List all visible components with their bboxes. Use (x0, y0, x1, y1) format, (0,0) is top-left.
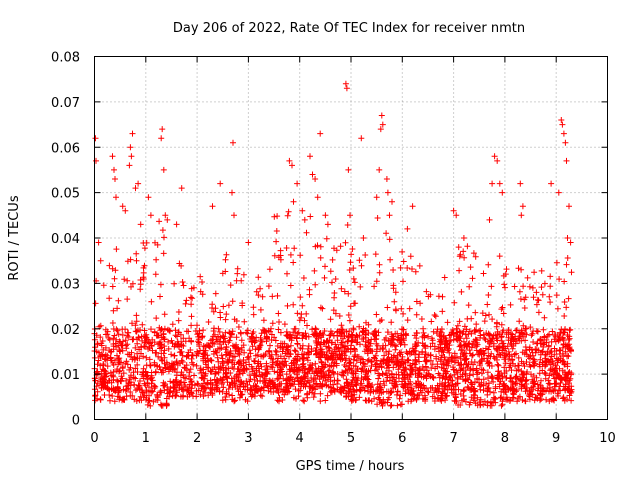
y-tick-label: 0.02 (51, 323, 80, 338)
axis-ticks (94, 56, 608, 420)
x-tick-label: 0 (90, 431, 98, 446)
plus-markers (91, 80, 575, 409)
y-tick-label: 0.07 (51, 96, 80, 111)
y-tick-label: 0.01 (51, 368, 80, 383)
x-tick-label: 7 (449, 431, 457, 446)
x-tick-label: 10 (599, 431, 616, 446)
chart-title: Day 206 of 2022, Rate Of TEC Index for r… (173, 21, 525, 36)
x-tick-labels: 0 1 2 3 4 5 6 7 8 9 10 (90, 431, 615, 446)
x-tick-label: 4 (296, 431, 304, 446)
y-tick-label: 0.05 (51, 187, 80, 202)
data-points (91, 80, 575, 409)
y-tick-labels: 0 0.01 0.02 0.03 0.04 0.05 0.06 0.07 0.08 (51, 51, 80, 429)
x-tick-label: 3 (244, 431, 252, 446)
y-tick-label: 0.04 (51, 232, 80, 247)
y-tick-label: 0.06 (51, 141, 80, 156)
x-tick-label: 1 (142, 431, 150, 446)
y-tick-label: 0.08 (51, 51, 80, 66)
x-axis-label: GPS time / hours (296, 459, 405, 474)
x-tick-label: 6 (398, 431, 406, 446)
x-tick-label: 2 (193, 431, 201, 446)
y-tick-label: 0 (72, 414, 80, 429)
x-tick-label: 5 (347, 431, 355, 446)
y-tick-label: 0.03 (51, 277, 80, 292)
x-tick-label: 9 (552, 431, 560, 446)
x-tick-label: 8 (501, 431, 509, 446)
y-axis-label: ROTI / TECUs (7, 195, 22, 280)
